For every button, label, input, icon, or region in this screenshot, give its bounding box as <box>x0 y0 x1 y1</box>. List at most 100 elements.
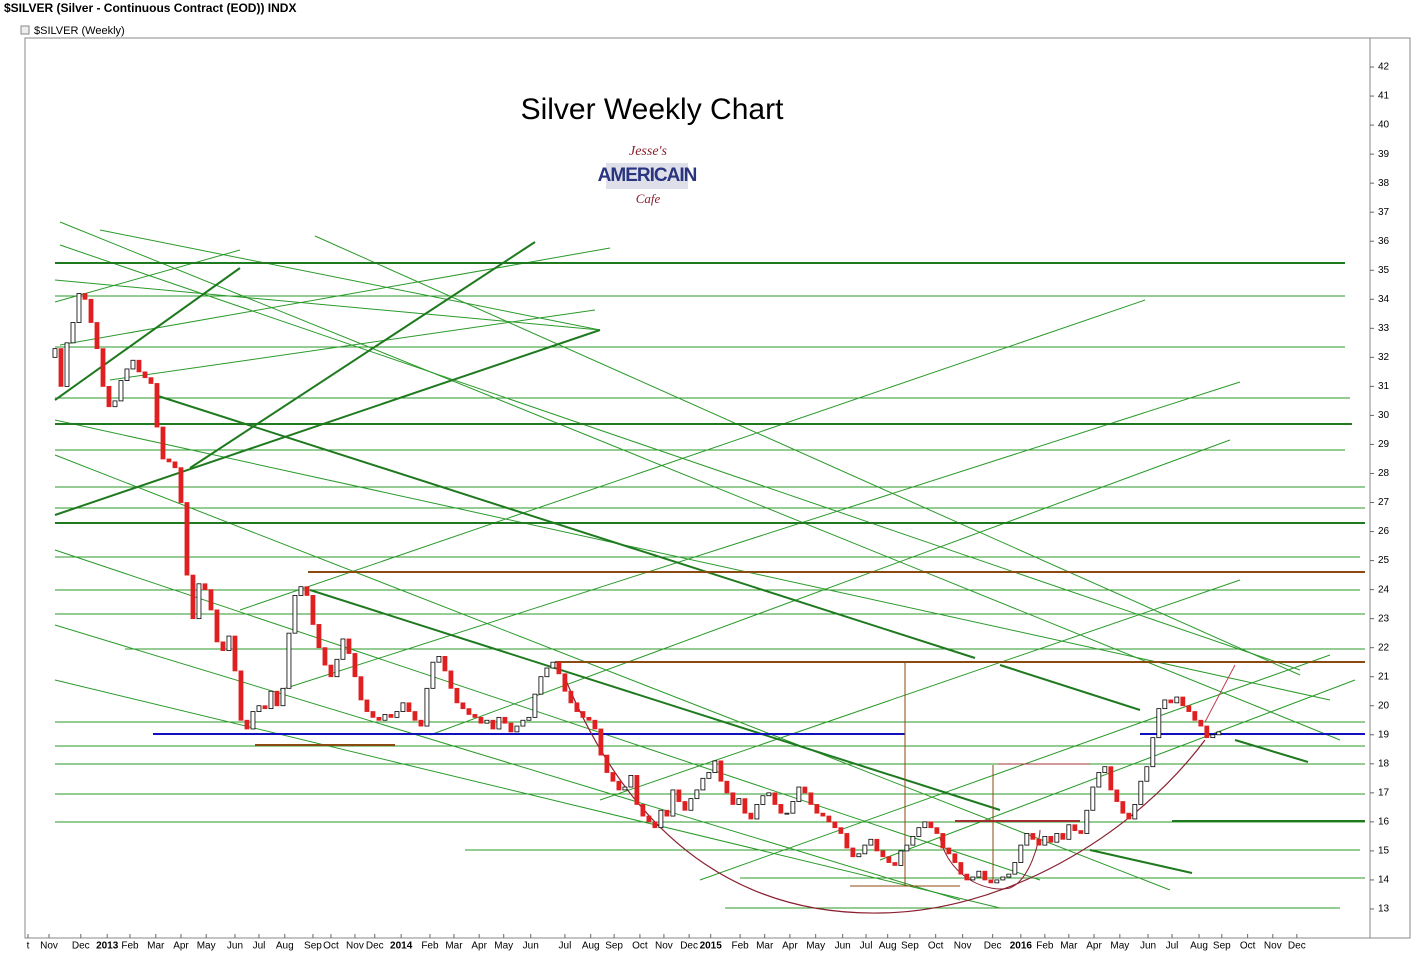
x-tick-label: Mar <box>147 941 165 952</box>
candle-body <box>604 754 610 773</box>
candle-body <box>598 728 604 756</box>
x-tick-label: Mar <box>445 941 463 952</box>
x-tick-label: Apr <box>1086 941 1102 952</box>
trendline <box>599 579 1241 801</box>
candle-body <box>820 812 826 817</box>
candle-body <box>808 792 814 805</box>
candle-body <box>334 658 340 678</box>
candle-body <box>970 876 976 881</box>
candle-body <box>1024 833 1030 846</box>
candle-body <box>406 702 412 712</box>
trendline <box>699 654 1331 881</box>
candle-body <box>682 801 688 811</box>
candle-body <box>358 676 364 701</box>
candle-body <box>160 426 166 460</box>
candle-body <box>64 342 70 387</box>
candle-body <box>280 687 286 707</box>
candle-body <box>1030 833 1036 840</box>
x-tick-label: Feb <box>1036 941 1054 952</box>
candle-body <box>676 789 682 802</box>
x-tick-label: Jul <box>253 941 266 952</box>
x-tick-label: 2016 <box>1010 941 1033 952</box>
x-tick-label: Dec <box>1288 941 1306 952</box>
x-tick-label: Nov <box>40 941 58 952</box>
y-tick-label: 16 <box>1378 817 1390 828</box>
candle-body <box>718 760 724 782</box>
candle-body <box>670 789 676 817</box>
candle-body <box>484 719 490 724</box>
candle-body <box>220 641 226 651</box>
candle-body <box>58 348 64 387</box>
candle-body <box>196 583 202 620</box>
candle-body <box>1192 711 1198 721</box>
candle-body <box>1144 766 1150 782</box>
trendline <box>154 394 976 659</box>
candle-body <box>964 873 970 881</box>
trendline <box>59 221 1341 741</box>
candle-body <box>802 786 808 794</box>
chart-title: Silver Weekly Chart <box>521 93 785 126</box>
trendline <box>54 454 1171 891</box>
candle-body <box>400 702 406 712</box>
candle-body <box>1060 833 1066 840</box>
candle-body <box>316 624 322 649</box>
trendline <box>999 664 1141 711</box>
candle-body <box>1054 833 1060 843</box>
candle-body <box>436 655 442 663</box>
x-tick-label: Sep <box>901 941 919 952</box>
candle-body <box>574 702 580 712</box>
subheader: $SILVER (Weekly) <box>34 25 125 37</box>
candle-body <box>1150 737 1156 768</box>
candle-body <box>346 638 352 654</box>
y-tick-label: 28 <box>1378 468 1390 479</box>
candle-body <box>766 792 772 797</box>
trendline <box>54 419 1331 701</box>
x-tick-label: Aug <box>276 941 294 952</box>
candle-body <box>1180 696 1186 707</box>
candle-body <box>388 714 394 718</box>
candle-body <box>448 670 454 689</box>
candle-body <box>418 719 424 727</box>
x-tick-label: Jun <box>227 941 243 952</box>
candle-body <box>856 853 862 858</box>
candle-body <box>1198 719 1204 727</box>
candle-body <box>940 833 946 849</box>
trendline <box>54 279 601 331</box>
candle-body <box>52 348 58 358</box>
trendline <box>1089 849 1193 874</box>
trendline <box>309 589 1001 811</box>
candle-body <box>850 847 856 858</box>
candle-body <box>460 702 466 710</box>
candle-body <box>100 348 106 387</box>
y-tick-label: 21 <box>1378 671 1390 682</box>
candle-body <box>1036 838 1042 846</box>
candle-body <box>1162 699 1168 710</box>
trendline <box>54 267 241 401</box>
candle-body <box>904 844 910 852</box>
candle-body <box>892 862 898 866</box>
candle-body <box>934 827 940 834</box>
candle-body <box>154 383 160 428</box>
candle-body <box>928 821 934 829</box>
candle-body <box>526 716 532 721</box>
trendline <box>109 309 596 381</box>
candle-body <box>1126 812 1132 820</box>
candle-body <box>340 638 346 660</box>
candle-body <box>454 687 460 704</box>
y-tick-label: 26 <box>1378 526 1390 537</box>
candle-body <box>184 502 190 576</box>
candle-body <box>472 714 478 718</box>
y-tick-label: 34 <box>1378 294 1390 305</box>
candle-body <box>208 589 214 611</box>
candle-body <box>742 798 748 814</box>
candle-body <box>994 879 1000 884</box>
candle-body <box>166 458 172 463</box>
x-tick-label: Jul <box>559 941 572 952</box>
candle-body <box>76 293 82 323</box>
candle-body <box>1090 786 1096 811</box>
candle-body <box>394 711 400 718</box>
candle-body <box>1042 835 1048 846</box>
y-tick-label: 37 <box>1378 207 1390 218</box>
x-tick-label: May <box>806 941 825 952</box>
